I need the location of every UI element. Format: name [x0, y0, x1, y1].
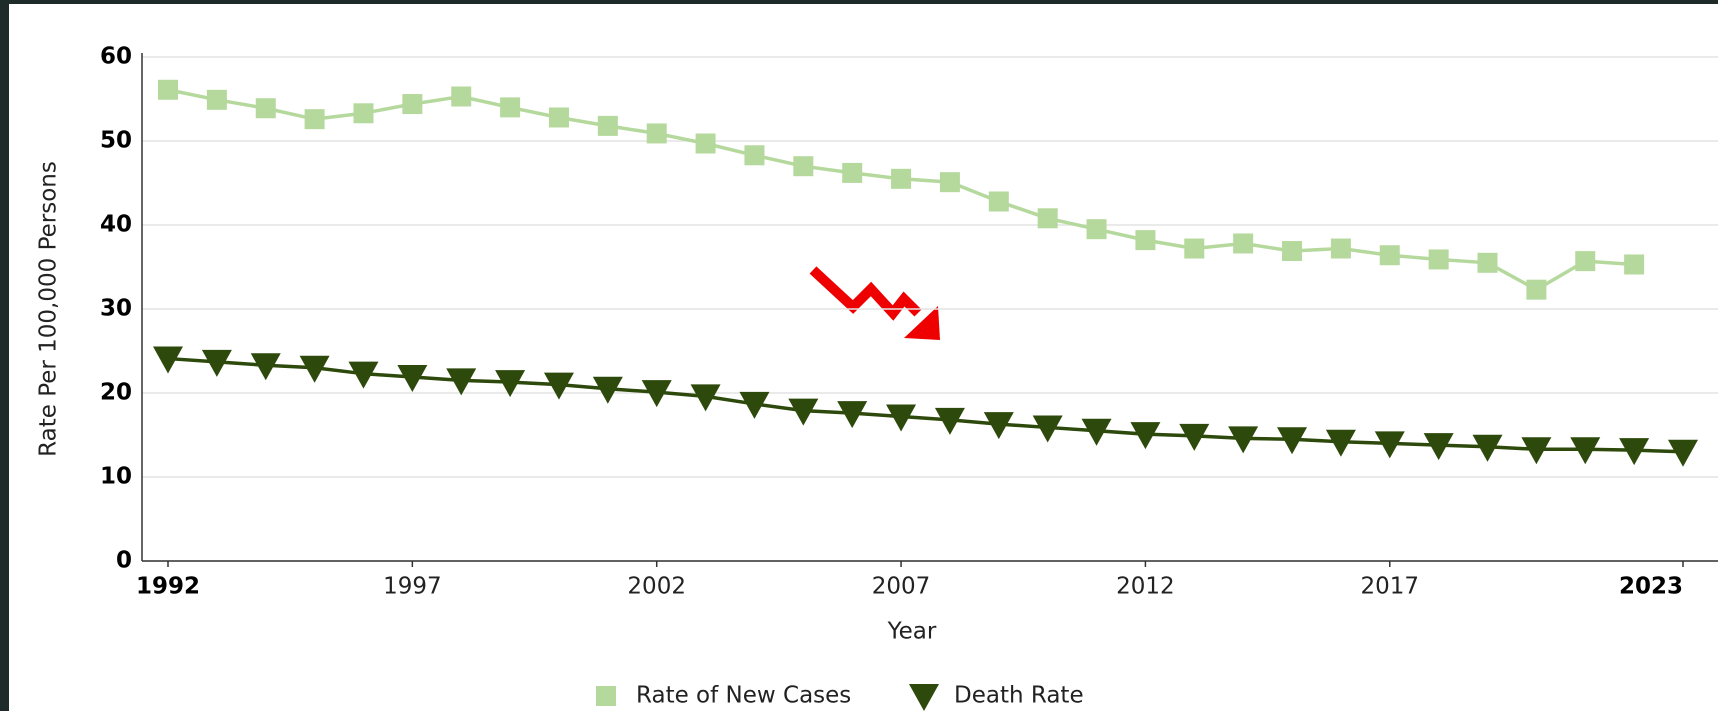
- chart-background: [9, 4, 1718, 711]
- marker: [1526, 279, 1547, 300]
- marker: [744, 145, 765, 166]
- marker: [1081, 418, 1112, 446]
- marker: [1624, 254, 1645, 275]
- marker: [1282, 241, 1303, 262]
- x-tick-label: 2017: [1361, 574, 1420, 600]
- legend-item: Death Rate: [909, 683, 1084, 711]
- marker: [1277, 427, 1308, 455]
- marker: [402, 94, 423, 115]
- marker: [983, 412, 1014, 440]
- trend-arrow: [809, 266, 940, 340]
- marker: [1374, 431, 1405, 459]
- arrow-shaft: [809, 266, 922, 321]
- marker: [1184, 238, 1205, 259]
- x-tick-label: 2023: [1619, 574, 1683, 600]
- marker: [1037, 208, 1058, 229]
- x-axis-label: Year: [887, 619, 937, 645]
- marker: [842, 162, 863, 183]
- marker: [695, 133, 716, 154]
- marker: [1379, 245, 1400, 266]
- marker: [451, 86, 472, 107]
- marker: [495, 370, 526, 398]
- legend-label: Rate of New Cases: [636, 683, 851, 709]
- marker: [548, 107, 569, 128]
- marker: [1428, 249, 1449, 270]
- y-tick-label: 60: [100, 44, 132, 70]
- marker: [788, 398, 819, 426]
- y-tick-label: 40: [100, 212, 132, 238]
- marker: [739, 391, 770, 419]
- marker: [939, 172, 960, 193]
- y-tick-label: 30: [100, 296, 132, 322]
- marker: [304, 109, 325, 130]
- marker: [988, 191, 1009, 212]
- marker: [641, 380, 672, 408]
- y-tick-label: 0: [116, 548, 132, 574]
- marker: [255, 98, 276, 119]
- marker: [891, 168, 912, 189]
- marker: [1619, 438, 1650, 466]
- marker: [1179, 423, 1210, 451]
- marker: [206, 89, 227, 110]
- marker: [646, 123, 667, 144]
- marker: [1032, 415, 1063, 443]
- legend-item: Rate of New Cases: [596, 683, 851, 709]
- marker: [348, 361, 379, 389]
- x-tick-label: 1992: [136, 574, 200, 600]
- marker: [1086, 219, 1107, 240]
- marker: [500, 97, 521, 118]
- marker: [1570, 437, 1601, 465]
- marker: [597, 115, 618, 136]
- marker: [1521, 437, 1552, 465]
- marker: [158, 79, 178, 100]
- marker: [909, 684, 939, 711]
- marker: [1477, 252, 1498, 273]
- marker: [1325, 429, 1356, 457]
- marker: [299, 355, 330, 383]
- marker: [446, 368, 477, 396]
- marker: [1472, 434, 1503, 462]
- marker: [1130, 422, 1161, 450]
- marker: [397, 365, 428, 393]
- marker: [250, 353, 281, 381]
- marker: [201, 349, 232, 377]
- x-tick-label: 2012: [1116, 574, 1175, 600]
- marker: [543, 372, 574, 400]
- x-tick-label: 1997: [383, 574, 442, 600]
- marker: [1575, 251, 1596, 272]
- marker: [886, 404, 917, 432]
- marker: [1233, 233, 1254, 254]
- marker: [934, 407, 965, 435]
- y-tick-label: 20: [100, 380, 132, 406]
- marker: [837, 401, 868, 429]
- arrow-head: [904, 306, 940, 340]
- marker: [793, 156, 814, 177]
- marker: [153, 346, 183, 374]
- y-axis-label: Rate Per 100,000 Persons: [36, 161, 62, 457]
- marker: [596, 686, 616, 706]
- x-tick-label: 2007: [872, 574, 931, 600]
- marker: [1423, 433, 1454, 461]
- marker: [1135, 230, 1156, 251]
- legend-label: Death Rate: [954, 683, 1084, 709]
- marker: [690, 384, 721, 412]
- marker: [1228, 426, 1259, 454]
- y-tick-label: 50: [100, 128, 132, 154]
- marker: [592, 376, 623, 404]
- marker: [353, 103, 374, 124]
- y-tick-label: 10: [100, 464, 132, 490]
- marker: [1330, 238, 1351, 259]
- marker: [1668, 439, 1698, 467]
- x-tick-label: 2002: [627, 574, 686, 600]
